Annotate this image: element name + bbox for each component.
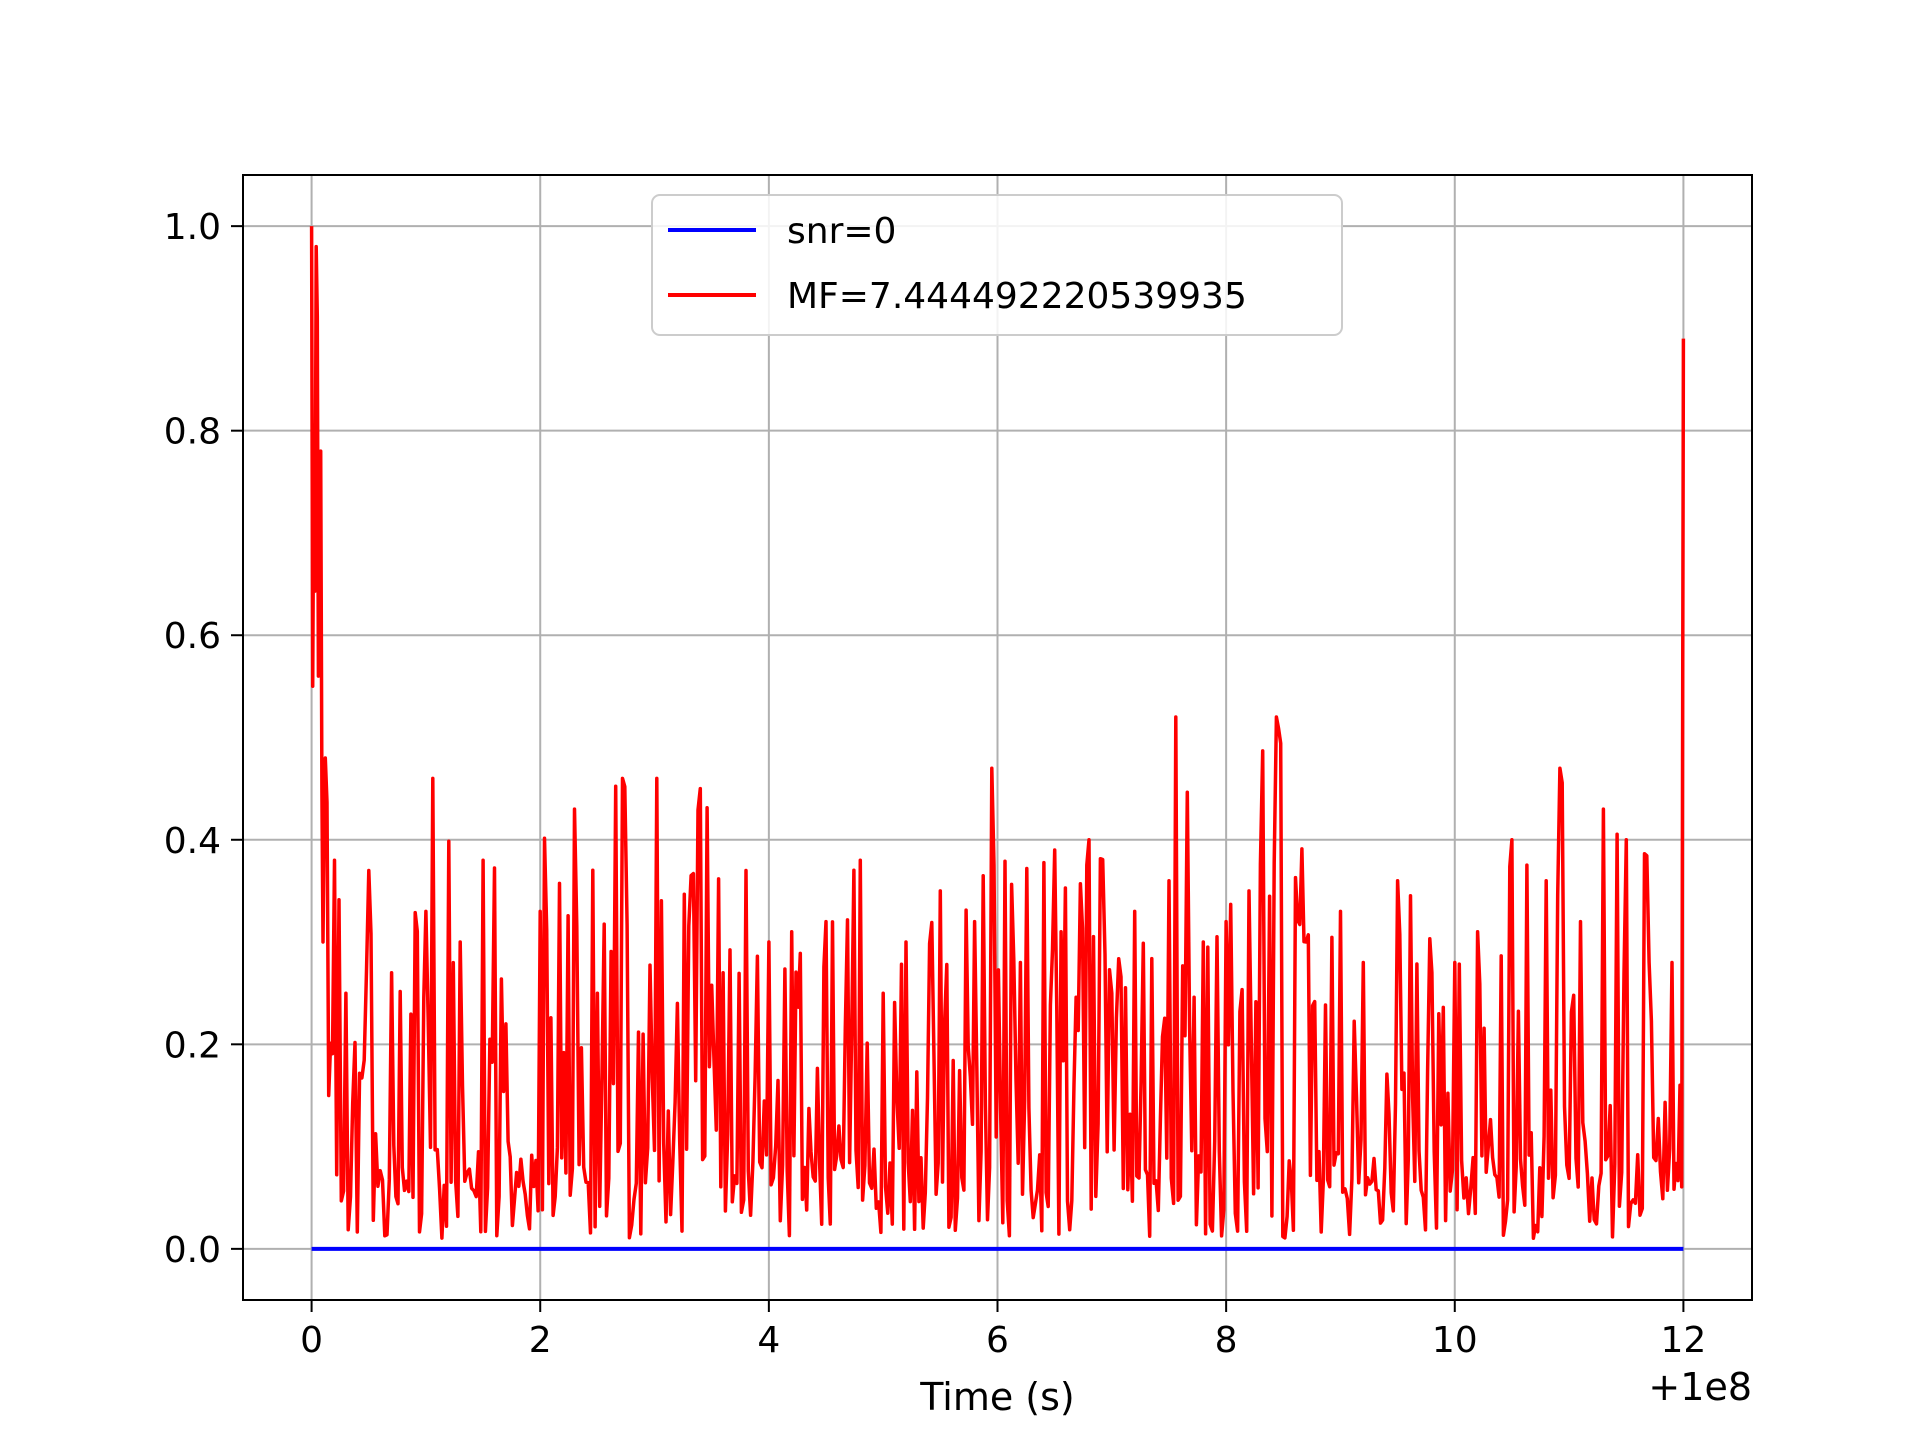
- x-tick-label: 0: [300, 1320, 323, 1361]
- x-axis-offset-label: +1e8: [1648, 1365, 1752, 1409]
- y-tick-label: 1.0: [164, 207, 221, 248]
- x-tick-label: 6: [986, 1320, 1009, 1361]
- legend-entry-0: snr=0: [787, 211, 896, 252]
- y-tick-label: 0.0: [164, 1230, 221, 1271]
- x-tick-label: 4: [757, 1320, 780, 1361]
- x-tick-label: 8: [1215, 1320, 1238, 1361]
- legend-box: [651, 194, 1343, 336]
- x-tick-label: 2: [529, 1320, 552, 1361]
- y-tick-label: 0.2: [164, 1025, 221, 1066]
- ticks: 0 2 4 6 8 10 12 0.0 0.2 0.4 0.6 0.8 1.0: [164, 207, 1707, 1361]
- y-tick-label: 0.4: [164, 821, 221, 862]
- plot-series: [309, 226, 1686, 1251]
- legend: snr=0 MF=7.444492220539935: [651, 194, 1343, 336]
- legend-entry-1: MF=7.444492220539935: [787, 276, 1247, 317]
- series-line-1: [309, 226, 1686, 1240]
- x-tick-label: 10: [1432, 1320, 1478, 1361]
- y-tick-label: 0.6: [164, 616, 221, 657]
- x-axis-label: Time (s): [919, 1375, 1075, 1419]
- x-tick-label: 12: [1661, 1320, 1707, 1361]
- y-tick-label: 0.8: [164, 412, 221, 453]
